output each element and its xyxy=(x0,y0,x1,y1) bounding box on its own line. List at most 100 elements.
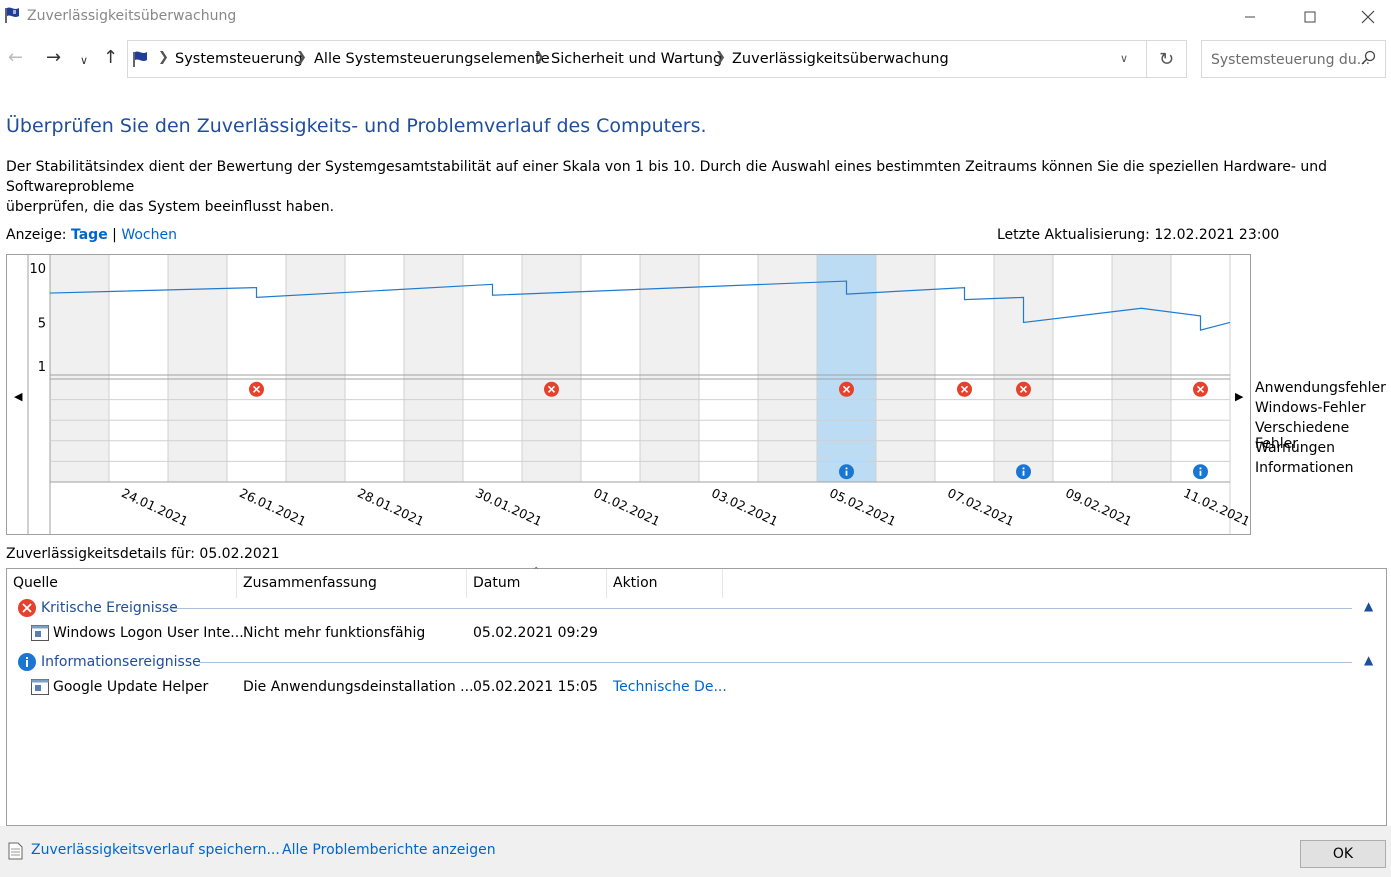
day-column xyxy=(522,255,581,482)
collapse-chevron-icon[interactable]: ▲ xyxy=(1364,599,1374,613)
breadcrumb-separator-icon: ❯ xyxy=(158,50,169,65)
event-category-label: Anwendungsfehler xyxy=(1255,380,1386,396)
technical-details-link[interactable]: Technische De... xyxy=(613,679,727,695)
error-event-icon[interactable] xyxy=(1193,381,1208,397)
x-tick-label: 01.02.2021 xyxy=(591,485,662,529)
all-problem-reports-link[interactable]: Alle Problemberichte anzeigen xyxy=(282,842,496,858)
information-event-icon[interactable] xyxy=(1016,464,1031,480)
window-title: Zuverlässigkeitsüberwachung xyxy=(27,8,237,24)
breadcrumb-sicherheit-wartung[interactable]: Sicherheit und Wartung xyxy=(551,51,723,67)
information-event-dot xyxy=(1022,467,1025,470)
row-summary: Nicht mehr funktionsfähig xyxy=(243,625,426,641)
information-event-stem xyxy=(845,470,848,476)
back-arrow-icon[interactable]: ← xyxy=(8,47,24,68)
error-event-icon[interactable] xyxy=(839,381,854,397)
row-source: Google Update Helper xyxy=(53,679,209,695)
page-title: Überprüfen Sie den Zuverlässigkeits- und… xyxy=(6,115,707,137)
search-input[interactable]: Systemsteuerung du... xyxy=(1201,40,1386,78)
close-button[interactable] xyxy=(1345,0,1391,34)
day-column xyxy=(994,255,1053,482)
document-icon xyxy=(8,842,24,864)
error-event-cross xyxy=(960,385,969,393)
information-event-icon[interactable] xyxy=(839,464,854,480)
recent-locations-chevron-icon[interactable]: ∨ xyxy=(80,54,89,67)
forward-arrow-icon[interactable]: → xyxy=(46,47,62,68)
error-event-cross xyxy=(842,385,851,393)
column-header-date[interactable]: Datum xyxy=(467,569,607,598)
scroll-left-arrow-icon[interactable]: ◀ xyxy=(14,390,23,403)
view-weeks-link[interactable]: Wochen xyxy=(121,227,177,243)
details-label: Zuverlässigkeitsdetails für: 05.02.2021 xyxy=(6,546,280,562)
up-arrow-icon[interactable]: ↑ xyxy=(103,47,119,68)
description-line: Der Stabilitätsindex dient der Bewertung… xyxy=(6,159,1327,195)
group-divider xyxy=(199,662,1352,663)
group-title: Kritische Ereignisse xyxy=(41,600,178,616)
sort-ascending-icon: ⌃ xyxy=(532,566,541,577)
x-tick-label: 28.01.2021 xyxy=(355,485,426,529)
information-event-icon[interactable] xyxy=(1193,464,1208,480)
app-icon xyxy=(31,625,49,645)
day-column xyxy=(758,255,817,482)
flag-icon xyxy=(132,50,152,72)
ok-button[interactable]: OK xyxy=(1300,840,1386,868)
y-tick-label: 5 xyxy=(38,316,46,331)
maximize-button[interactable] xyxy=(1287,0,1333,34)
view-selector: Anzeige: Tage | Wochen xyxy=(6,227,177,243)
group-information-events[interactable]: Informationsereignisse xyxy=(17,652,201,672)
y-tick-label: 10 xyxy=(29,262,46,277)
day-column xyxy=(1112,255,1171,482)
flag-icon xyxy=(4,6,24,28)
collapse-chevron-icon[interactable]: ▲ xyxy=(1364,653,1374,667)
x-tick-label: 07.02.2021 xyxy=(945,485,1016,529)
view-days-link[interactable]: Tage xyxy=(70,227,108,243)
description-line: überprüfen, die das System beeinflusst h… xyxy=(6,199,335,215)
refresh-icon: ↻ xyxy=(1158,48,1175,70)
x-tick-label: 03.02.2021 xyxy=(709,485,780,529)
x-tick-label: 30.01.2021 xyxy=(473,485,544,529)
breadcrumb-zuverlaessigkeit[interactable]: Zuverlässigkeitsüberwachung xyxy=(732,51,949,67)
row-source: Windows Logon User Inte... xyxy=(53,625,244,641)
row-date: 05.02.2021 15:05 xyxy=(473,679,598,695)
breadcrumb-systemsteuerung[interactable]: Systemsteuerung xyxy=(175,51,303,67)
breadcrumb-separator-icon[interactable]: ❯ xyxy=(534,50,545,65)
error-event-icon[interactable] xyxy=(957,381,972,397)
row-summary: Die Anwendungsdeinstallation ... xyxy=(243,679,474,695)
details-table: Quelle Zusammenfassung Datum ⌃ Aktion Kr… xyxy=(6,566,1387,826)
day-column xyxy=(50,255,109,482)
breadcrumb-separator-icon[interactable]: ❯ xyxy=(715,50,726,65)
x-tick-label: 05.02.2021 xyxy=(827,485,898,529)
address-bar[interactable]: ❯ Systemsteuerung ❯ Alle Systemsteuerung… xyxy=(127,40,1147,78)
scroll-right-arrow-icon[interactable]: ▶ xyxy=(1235,390,1244,403)
error-event-icon[interactable] xyxy=(544,381,559,397)
error-event-cross xyxy=(1196,385,1205,393)
refresh-button[interactable]: ↻ xyxy=(1147,40,1187,78)
error-event-icon[interactable] xyxy=(1016,381,1031,397)
breadcrumb-alle-elemente[interactable]: Alle Systemsteuerungselemente xyxy=(314,51,550,67)
day-column xyxy=(345,255,404,482)
error-event-icon[interactable] xyxy=(249,381,264,397)
address-dropdown-chevron-icon[interactable]: ∨ xyxy=(1120,52,1129,65)
reliability-chart[interactable]: 10 5 1 ◀ ▶ 24.01.2021 26.01.2021 28.01.2021 30.0… xyxy=(6,254,1251,535)
day-column xyxy=(404,255,463,482)
group-title: Informationsereignisse xyxy=(41,654,201,670)
save-history-link[interactable]: Zuverlässigkeitsverlauf speichern... xyxy=(31,842,280,858)
error-event-cross xyxy=(547,385,556,393)
navigation-bar: ← → ∨ ↑ ❯ Systemsteuerung ❯ Alle Systems… xyxy=(0,38,1391,80)
event-category-label: Windows-Fehler xyxy=(1255,400,1366,416)
column-header-summary[interactable]: Zusammenfassung xyxy=(237,569,467,598)
error-event-cross xyxy=(252,385,261,393)
day-column xyxy=(109,255,168,482)
minimize-button[interactable] xyxy=(1227,0,1273,34)
stability-index-line xyxy=(49,280,1231,331)
information-event-stem xyxy=(1022,470,1025,476)
column-header-source[interactable]: Quelle xyxy=(7,569,237,598)
group-critical-events[interactable]: Kritische Ereignisse xyxy=(17,598,178,618)
event-category-label: Informationen xyxy=(1255,460,1354,476)
breadcrumb-separator-icon[interactable]: ❯ xyxy=(296,50,307,65)
column-header-action[interactable]: Aktion xyxy=(607,569,723,598)
reliability-chart-svg[interactable]: 10 5 1 ◀ ▶ 24.01.2021 26.01.2021 28.01.2021 30.0… xyxy=(7,255,1250,534)
app-icon xyxy=(31,679,49,699)
footer-bar: Zuverlässigkeitsverlauf speichern... All… xyxy=(0,826,1391,877)
event-category-label: Verschiedene Fehler xyxy=(1255,420,1350,452)
day-column xyxy=(640,255,699,482)
